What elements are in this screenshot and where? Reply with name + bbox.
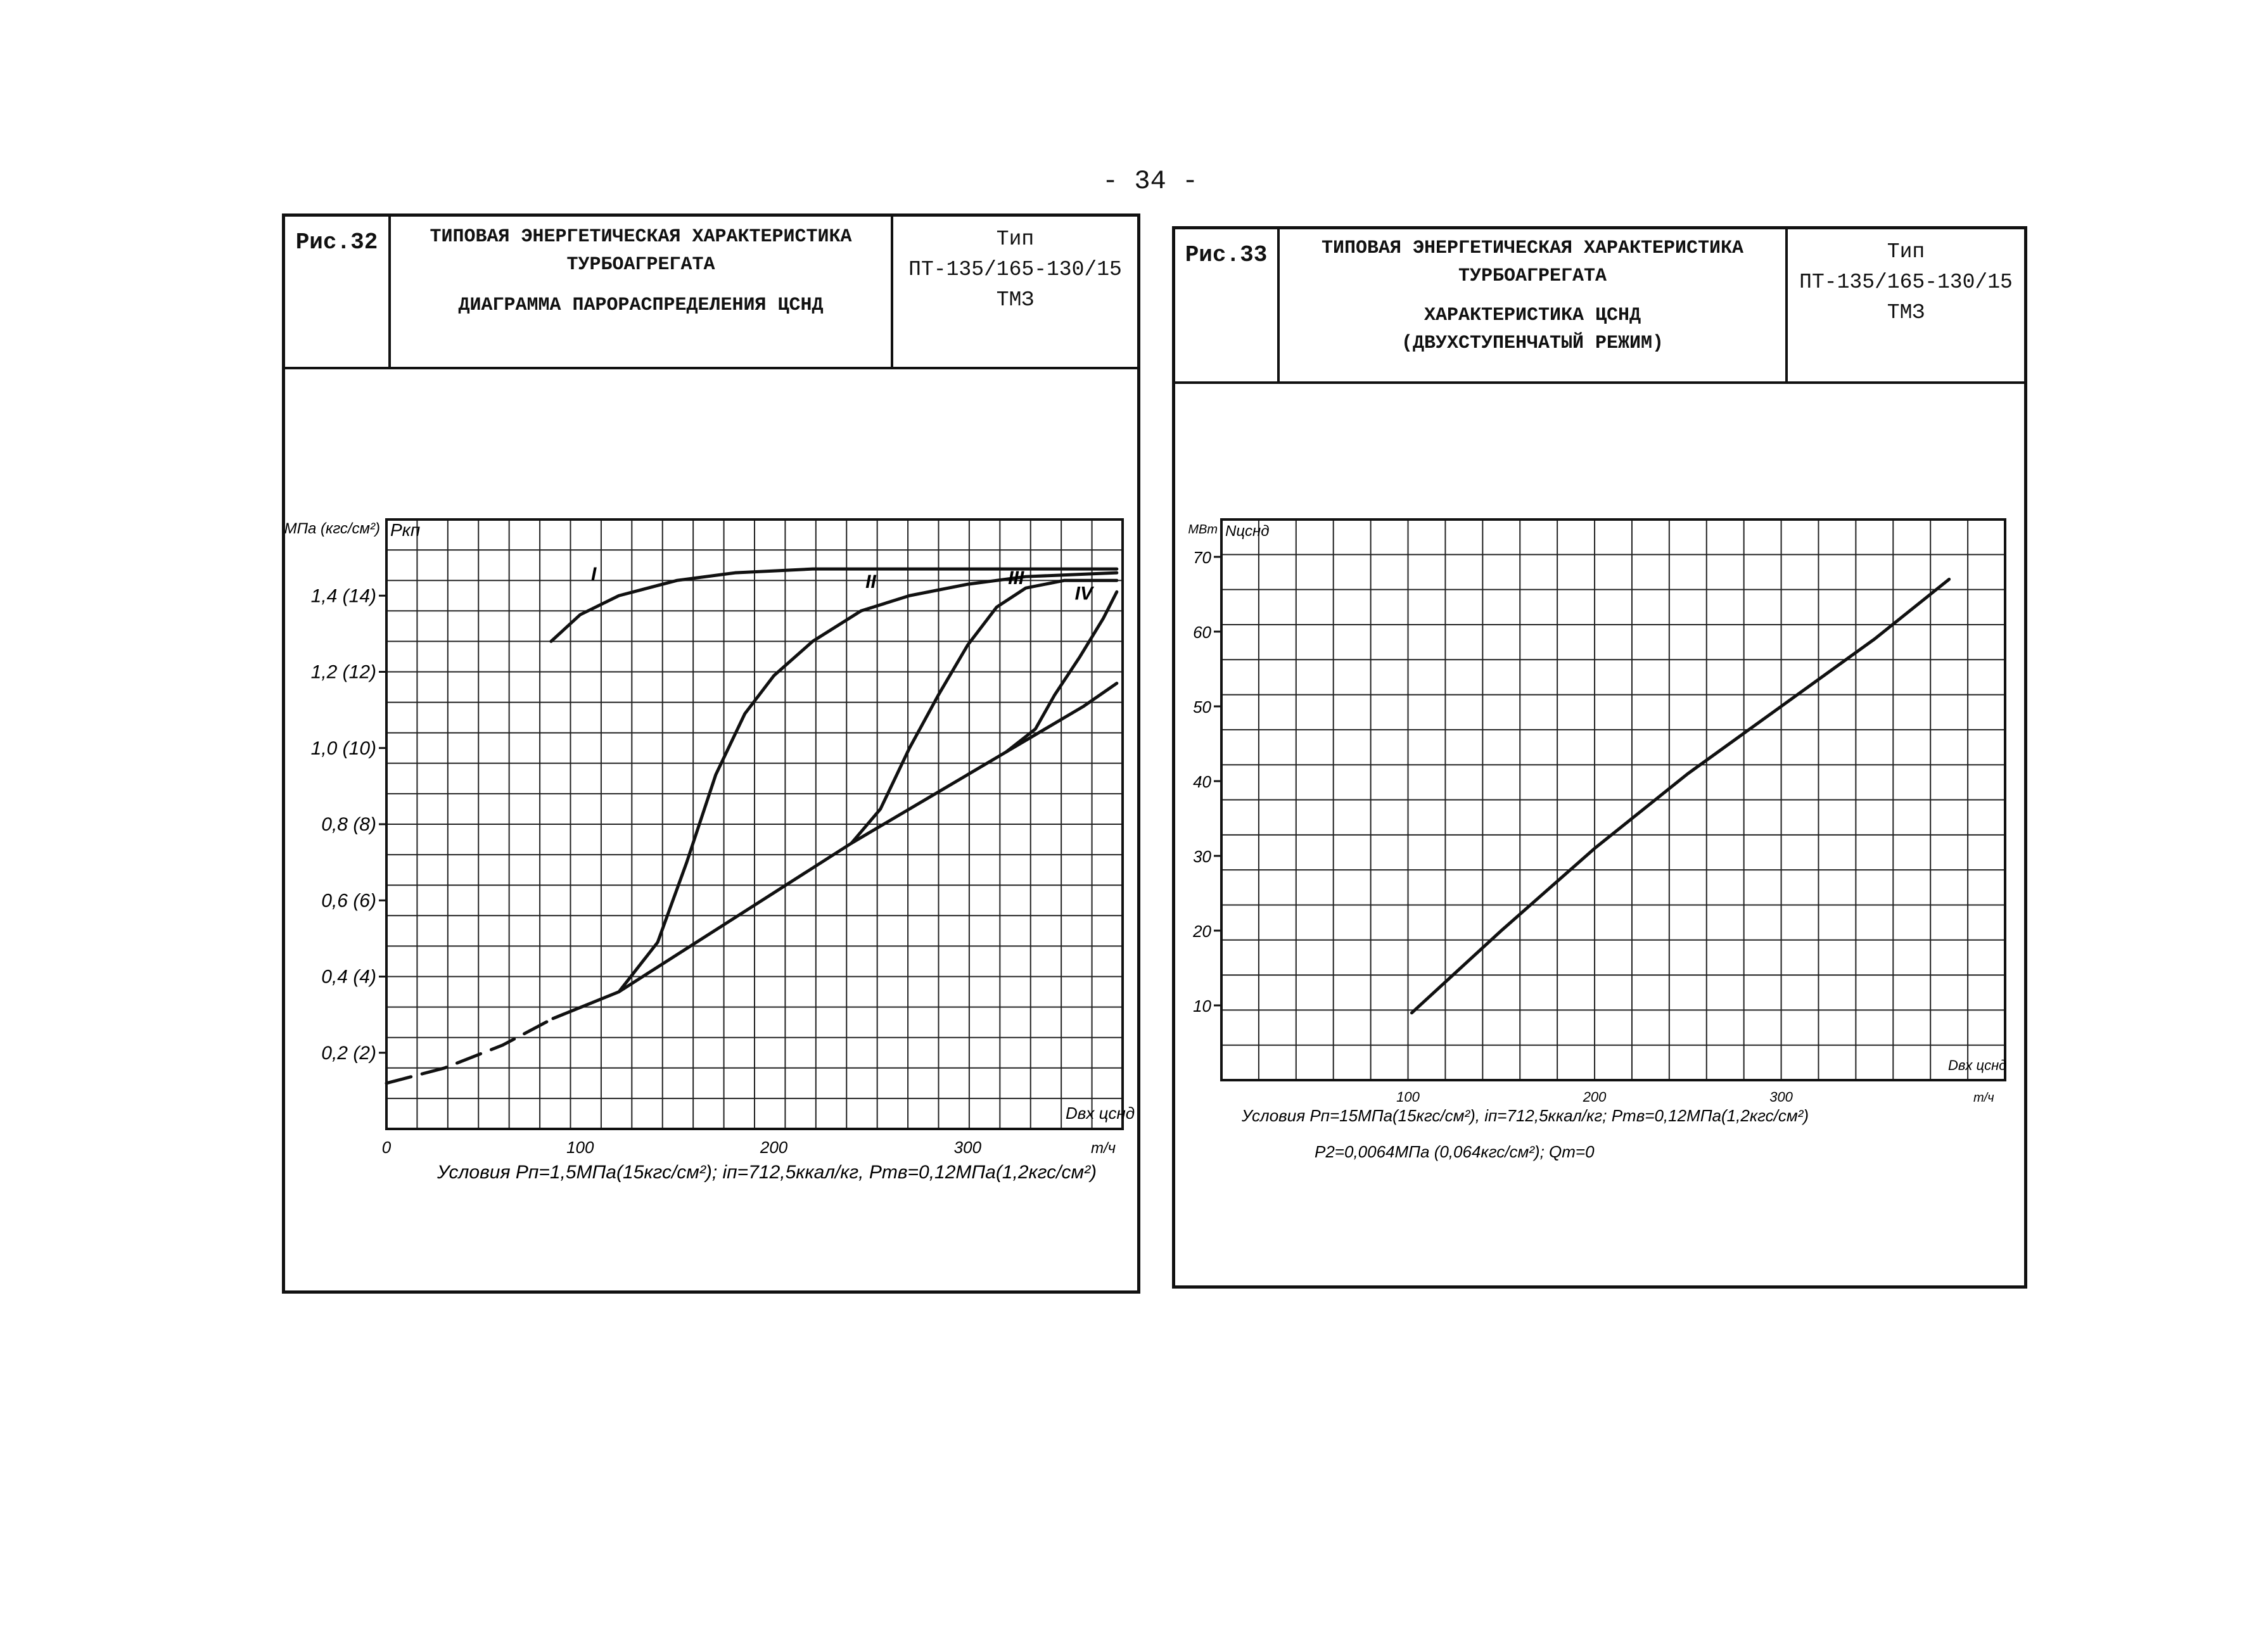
left-type-cell: Тип ПТ-135/165-130/15 ТМЗ: [893, 217, 1137, 367]
right-title-line-3: ХАРАКТЕРИСТИКА ЦСНД: [1424, 305, 1641, 326]
x-axis-unit: т/ч: [1091, 1140, 1116, 1157]
curve-label: I: [591, 564, 597, 585]
curve-label: IV: [1075, 583, 1095, 604]
x-tick-label: 100: [1396, 1089, 1420, 1105]
right-type-label: Тип: [1887, 240, 1925, 264]
x-tick-label: 100: [566, 1138, 594, 1157]
y-tick-label: 0,6 (6): [321, 890, 376, 911]
x-axis-label: Dвх цснд: [1066, 1104, 1135, 1123]
curve-label: III: [1008, 568, 1024, 589]
y-tick-label: 40: [1193, 772, 1211, 791]
y-tick-label: 70: [1193, 548, 1211, 567]
series-line-IV: [1005, 590, 1119, 754]
left-fig-label-cell: Рис.32: [285, 217, 391, 367]
y-axis-unit: МВт: [1188, 523, 1218, 537]
right-manufacturer: ТМЗ: [1887, 301, 1925, 324]
left-title-line-1: ТИПОВАЯ ЭНЕРГЕТИЧЕСКАЯ ХАРАКТЕРИСТИКА: [430, 226, 852, 248]
curve-label: II: [865, 571, 876, 592]
chart-steam-distribution: 0,2 (2) 0,4 (4) 0,6 (6) 0,8 (8) 1,0 (10) 1,2 …: [284, 518, 1135, 1157]
left-fig-label: Рис.32: [295, 229, 378, 255]
series-line-N: [1410, 577, 1951, 1015]
x-axis-unit: т/ч: [1973, 1091, 1994, 1105]
left-manufacturer: ТМЗ: [996, 288, 1035, 312]
right-title-line-2: ТУРБОАГРЕГАТА: [1458, 265, 1607, 287]
left-title-cell: ТИПОВАЯ ЭНЕРГЕТИЧЕСКАЯ ХАРАКТЕРИСТИКА ТУ…: [391, 217, 893, 367]
left-title-line-3: ДИАГРАММА ПАРОРАСПРЕДЕЛЕНИЯ ЦСНД: [458, 295, 824, 316]
page-number: - 34 -: [1102, 166, 1199, 196]
y-tick-label: 0,4 (4): [321, 967, 376, 988]
chart-power-characteristic: 10 20 30 40 50 60 70 100 200 300 МВт Nцснд Dвх цснд т…: [1188, 518, 2006, 1105]
right-fig-label-cell: Рис.33: [1175, 229, 1280, 381]
left-sheet: Рис.32 ТИПОВАЯ ЭНЕРГЕТИЧЕСКАЯ ХАРАКТЕРИС…: [282, 213, 1140, 1294]
y-tick-label: 1,4 (14): [311, 585, 376, 606]
x-tick-label: 300: [954, 1138, 982, 1157]
x-tick-label: 200: [1583, 1089, 1607, 1105]
right-title-line-4: (ДВУХСТУПЕНЧАТЫЙ РЕЖИМ): [1401, 333, 1664, 354]
x-tick-label: 0: [382, 1138, 392, 1157]
y-tick-label: 0,8 (8): [321, 814, 376, 835]
right-type-cell: Тип ПТ-135/165-130/15 ТМЗ: [1788, 229, 2024, 381]
right-title-cell: ТИПОВАЯ ЭНЕРГЕТИЧЕСКАЯ ХАРАКТЕРИСТИКА ТУ…: [1280, 229, 1788, 381]
y-tick-label: 0,2 (2): [321, 1043, 376, 1064]
left-type-label: Тип: [996, 227, 1035, 251]
y-axis-unit: МПа (кгс/см²): [284, 520, 380, 537]
series-line-base-extrapolated: [385, 1017, 555, 1085]
right-title-line-1: ТИПОВАЯ ЭНЕРГЕТИЧЕСКАЯ ХАРАКТЕРИСТИКА: [1321, 238, 1744, 259]
plot-frame: [1220, 518, 2006, 1081]
right-conditions-line-1: Условия Pп=15МПа(15кгс/см²), iп=712,5кка…: [1241, 1106, 1809, 1125]
x-tick-label: 200: [760, 1138, 788, 1157]
right-conditions-line-2: P2=0,0064МПа (0,064кгс/см²); Qт=0: [1315, 1142, 1595, 1161]
right-fig-label: Рис.33: [1185, 242, 1268, 268]
y-tick-label: 1,2 (12): [311, 662, 376, 683]
left-title-line-2: ТУРБОАГРЕГАТА: [566, 254, 715, 276]
y-tick-label: 50: [1193, 697, 1211, 717]
series-line-II: [617, 571, 1119, 994]
y-tick-label: 60: [1193, 623, 1211, 642]
right-type-value: ПТ-135/165-130/15: [1799, 271, 2013, 294]
x-axis-label: Dвх цснд: [1948, 1057, 2006, 1073]
series-line-III: [850, 578, 1119, 845]
y-tick-label: 20: [1192, 922, 1211, 941]
left-type-value: ПТ-135/165-130/15: [908, 258, 1122, 281]
y-tick-label: 30: [1193, 847, 1211, 866]
series-line-I: [549, 567, 1119, 643]
right-sheet: Рис.33 ТИПОВАЯ ЭНЕРГЕТИЧЕСКАЯ ХАРАКТЕРИС…: [1172, 226, 2027, 1289]
y-tick-label: 10: [1193, 997, 1211, 1016]
x-tick-label: 300: [1769, 1089, 1793, 1105]
y-tick-label: 1,0 (10): [311, 738, 376, 759]
y-axis-label: Pкп: [390, 520, 420, 540]
left-conditions: Условия Pп=1,5МПа(15кгс/см²); iп=712,5кк…: [436, 1162, 1097, 1183]
y-axis-label: Nцснд: [1225, 523, 1270, 540]
